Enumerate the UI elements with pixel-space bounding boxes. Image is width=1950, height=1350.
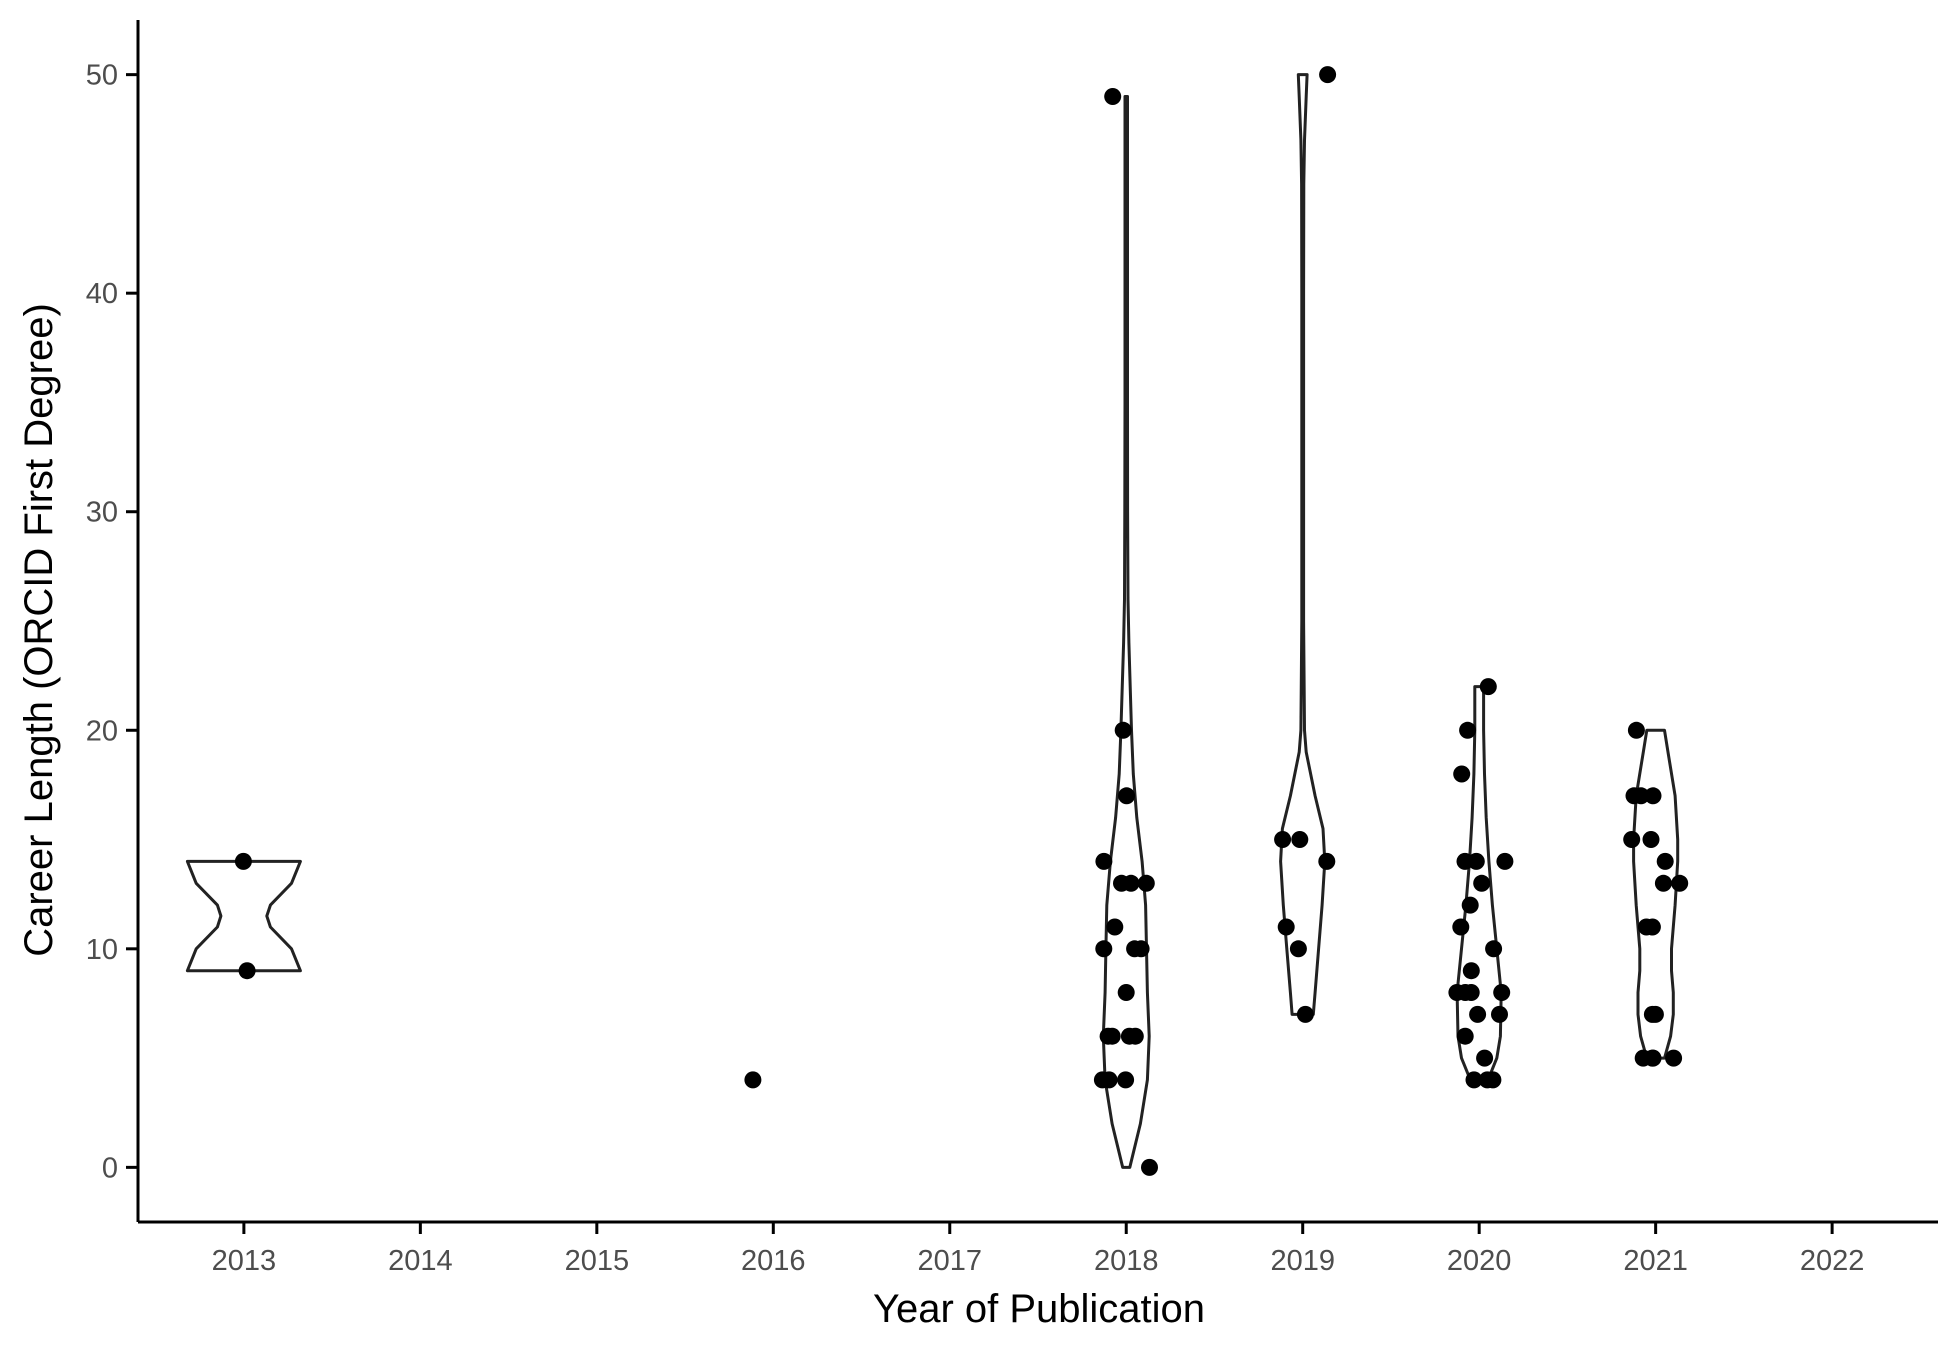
data-point bbox=[1104, 88, 1122, 105]
data-point bbox=[1625, 787, 1643, 805]
data-point bbox=[1654, 874, 1672, 892]
x-tick-label: 2013 bbox=[212, 1245, 277, 1277]
violin-2019 bbox=[1279, 73, 1327, 1016]
data-point bbox=[1095, 940, 1113, 958]
x-tick-label: 2022 bbox=[1800, 1245, 1865, 1277]
data-point bbox=[1643, 918, 1661, 936]
data-point bbox=[1274, 831, 1292, 848]
data-point bbox=[1099, 1027, 1117, 1045]
y-tick-label: 20 bbox=[86, 715, 118, 747]
data-point bbox=[1462, 962, 1480, 980]
data-point bbox=[1319, 66, 1337, 84]
data-point bbox=[1644, 787, 1662, 805]
data-point bbox=[1623, 831, 1641, 848]
data-point bbox=[1141, 1158, 1158, 1176]
data-point bbox=[1491, 1005, 1508, 1023]
x-axis-title: Year of Publication bbox=[873, 1287, 1205, 1331]
data-points bbox=[234, 66, 1689, 1176]
data-point bbox=[744, 1071, 762, 1089]
data-point bbox=[1095, 852, 1113, 870]
data-point bbox=[1126, 940, 1144, 958]
data-point bbox=[1473, 874, 1491, 892]
data-point bbox=[1114, 721, 1132, 739]
x-tick-label: 2015 bbox=[565, 1245, 630, 1277]
violin-2020 bbox=[1455, 685, 1503, 1082]
data-point bbox=[1461, 896, 1479, 914]
y-tick-label: 0 bbox=[102, 1152, 118, 1184]
data-point bbox=[1465, 1071, 1483, 1089]
data-point bbox=[1093, 1071, 1111, 1089]
data-point bbox=[1642, 831, 1660, 848]
data-point bbox=[234, 852, 252, 870]
data-point bbox=[1456, 852, 1474, 870]
x-tick-label: 2017 bbox=[918, 1245, 983, 1277]
data-point bbox=[1493, 984, 1511, 1001]
data-point bbox=[238, 962, 256, 980]
x-tick-label: 2021 bbox=[1623, 1245, 1688, 1277]
data-point bbox=[1291, 831, 1309, 848]
violins bbox=[185, 73, 1680, 1169]
axes: 0 10 20 30 40 50 2013 2014 2015 2016 2017 2018 2019 2… bbox=[86, 20, 1938, 1277]
data-point bbox=[1469, 1005, 1487, 1023]
data-point bbox=[1656, 852, 1674, 870]
y-tick-label: 40 bbox=[86, 278, 118, 310]
data-point bbox=[1289, 940, 1307, 958]
data-point bbox=[1318, 852, 1336, 870]
data-point bbox=[1634, 1049, 1652, 1067]
data-point bbox=[1671, 874, 1689, 892]
data-point bbox=[1453, 765, 1471, 783]
data-point bbox=[1643, 1005, 1661, 1023]
data-point bbox=[1476, 1049, 1494, 1067]
violin-2021 bbox=[1632, 728, 1680, 1060]
data-point bbox=[1120, 1027, 1138, 1045]
x-tick-label: 2020 bbox=[1447, 1245, 1512, 1277]
data-point bbox=[1452, 918, 1470, 936]
y-tick-label: 10 bbox=[86, 934, 118, 966]
data-point bbox=[1485, 940, 1503, 958]
data-point bbox=[1456, 984, 1474, 1001]
data-point bbox=[1277, 918, 1295, 936]
x-tick-label: 2019 bbox=[1270, 1245, 1335, 1277]
data-point bbox=[1459, 721, 1477, 739]
x-tick-label: 2014 bbox=[388, 1245, 453, 1277]
y-tick-label: 50 bbox=[86, 60, 118, 92]
data-point bbox=[1456, 1027, 1474, 1045]
data-point bbox=[1478, 1071, 1496, 1089]
data-point bbox=[1479, 678, 1497, 696]
x-tick-label: 2016 bbox=[741, 1245, 806, 1277]
data-point bbox=[1113, 874, 1130, 892]
data-point bbox=[1117, 1071, 1135, 1089]
violin-2013 bbox=[185, 859, 302, 973]
data-point bbox=[1496, 852, 1514, 870]
x-tick-label: 2018 bbox=[1094, 1245, 1159, 1277]
data-point bbox=[1296, 1005, 1314, 1023]
data-point bbox=[1106, 918, 1124, 936]
violin-2018 bbox=[1101, 95, 1151, 1169]
data-point bbox=[1665, 1049, 1683, 1067]
y-tick-label: 30 bbox=[86, 497, 118, 529]
data-point bbox=[1117, 984, 1135, 1001]
data-point bbox=[1137, 874, 1155, 892]
y-axis-title: Career Length (ORCID First Degree) bbox=[17, 303, 61, 957]
data-point bbox=[1118, 787, 1136, 805]
data-point bbox=[1627, 721, 1645, 739]
